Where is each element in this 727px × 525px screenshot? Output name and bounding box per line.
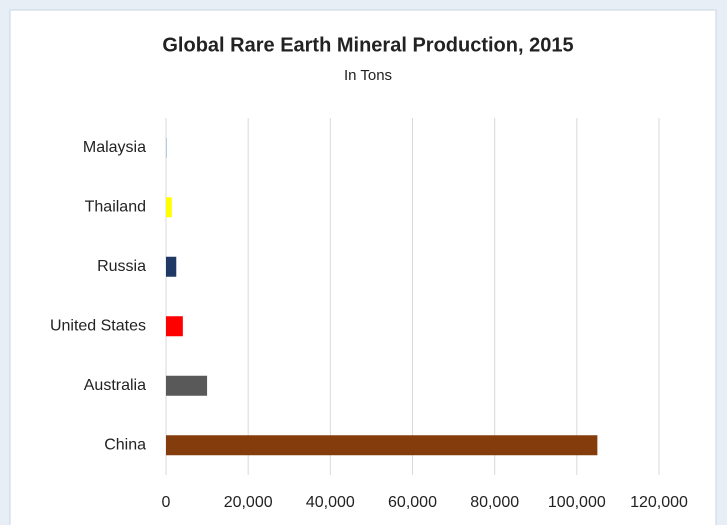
x-tick-label: 100,000 <box>548 494 606 511</box>
bar <box>166 375 208 396</box>
y-tick-label: China <box>104 436 146 453</box>
bar <box>166 197 172 218</box>
x-tick-label: 0 <box>162 494 171 511</box>
y-tick-label: Australia <box>84 377 146 394</box>
bar <box>166 256 177 277</box>
x-tick-label: 120,000 <box>630 494 688 511</box>
y-tick-label: Malaysia <box>83 139 146 156</box>
y-tick-label: Russia <box>97 258 146 275</box>
bar <box>166 137 167 158</box>
x-tick-label: 60,000 <box>388 494 437 511</box>
x-tick-label: 20,000 <box>224 494 273 511</box>
chart-title: Global Rare Earth Mineral Production, 20… <box>162 34 573 56</box>
bar <box>166 435 598 456</box>
x-tick-label: 40,000 <box>306 494 355 511</box>
chart-subtitle: In Tons <box>344 67 392 84</box>
x-tick-label: 80,000 <box>470 494 519 511</box>
y-tick-label: Thailand <box>85 198 146 215</box>
y-tick-label: United States <box>50 317 146 334</box>
bar <box>166 316 183 337</box>
